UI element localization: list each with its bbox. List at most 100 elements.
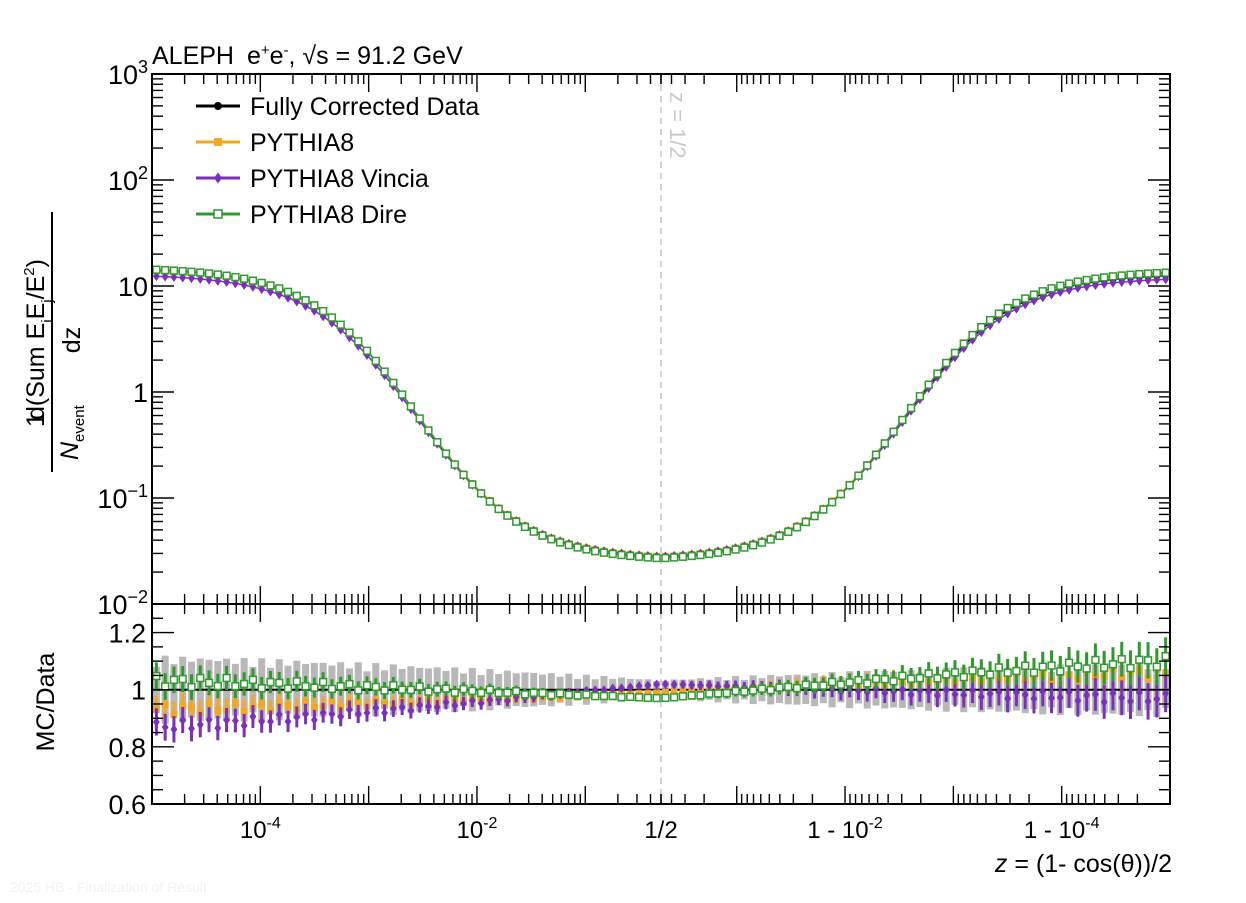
ratio-point bbox=[784, 682, 793, 692]
ratio-point bbox=[1029, 668, 1039, 677]
ratio-point bbox=[1082, 664, 1091, 673]
legend-label: PYTHIA8 Vincia bbox=[250, 165, 429, 193]
data-point bbox=[608, 549, 617, 559]
ratio-point bbox=[310, 704, 318, 711]
data-point bbox=[275, 289, 283, 300]
data-point bbox=[1092, 280, 1099, 290]
ratio-point bbox=[152, 717, 160, 727]
ratio-point bbox=[1030, 693, 1038, 704]
ratio-point bbox=[960, 690, 968, 700]
data-point bbox=[354, 337, 363, 346]
y-tick-label: 0.6 bbox=[108, 790, 146, 820]
data-point bbox=[626, 551, 635, 561]
data-point bbox=[214, 275, 222, 286]
ratio-point bbox=[1092, 689, 1099, 700]
ratio-point bbox=[696, 691, 705, 700]
ratio-point bbox=[169, 675, 179, 684]
data-point bbox=[424, 426, 433, 435]
ratio-point bbox=[267, 716, 274, 727]
ratio-point bbox=[1074, 695, 1082, 706]
ratio-point bbox=[328, 698, 336, 705]
legend-label: PYTHIA8 bbox=[250, 129, 354, 157]
data-point bbox=[1083, 281, 1091, 292]
ratio-point bbox=[240, 708, 248, 715]
ratio-point bbox=[1048, 693, 1055, 703]
data-point bbox=[179, 272, 187, 283]
data-point bbox=[239, 274, 249, 283]
data-point bbox=[1047, 284, 1056, 293]
ratio-point bbox=[1038, 662, 1047, 671]
data-point bbox=[187, 267, 196, 276]
data-point bbox=[1126, 270, 1135, 279]
ratio-point bbox=[381, 707, 388, 718]
ratio-point bbox=[1004, 693, 1012, 704]
ratio-point bbox=[599, 691, 609, 701]
data-point bbox=[985, 315, 995, 325]
x-tick-label: 10-4 bbox=[240, 815, 281, 844]
ratio-point bbox=[608, 691, 617, 701]
legend: Fully Corrected Data PYTHIA8 PYTHIA8 Vinci… bbox=[196, 93, 479, 229]
data-point bbox=[169, 266, 179, 275]
data-point bbox=[942, 358, 951, 368]
ratio-point bbox=[827, 677, 837, 687]
ratio-point bbox=[1092, 673, 1099, 681]
svg-text:1: 1 bbox=[22, 413, 50, 427]
data-point bbox=[687, 551, 696, 561]
data-point bbox=[1038, 287, 1047, 296]
ratio-point bbox=[1143, 656, 1153, 665]
ratio-point bbox=[205, 700, 213, 708]
ratio-point bbox=[679, 687, 687, 695]
ratio-point bbox=[661, 693, 670, 703]
ratio-point bbox=[196, 673, 205, 683]
ratio-point bbox=[1056, 667, 1065, 676]
data-point bbox=[178, 266, 187, 276]
data-point bbox=[468, 480, 477, 489]
ratio-point bbox=[925, 686, 933, 697]
ratio-point bbox=[372, 702, 380, 713]
data-point bbox=[994, 309, 1004, 318]
ratio-point bbox=[205, 714, 213, 725]
ratio-point bbox=[863, 679, 872, 688]
ratio-point bbox=[898, 684, 906, 695]
ratio-point bbox=[819, 681, 828, 690]
ratio-point bbox=[468, 695, 476, 706]
ratio-point bbox=[1108, 660, 1118, 669]
data-point bbox=[283, 287, 293, 297]
ratio-point bbox=[670, 679, 678, 690]
data-point bbox=[512, 517, 521, 526]
y-axis-label-bottom: MC/Data bbox=[32, 653, 60, 752]
data-point bbox=[397, 390, 407, 399]
ratio-point bbox=[442, 697, 450, 708]
series-pythia8-dire bbox=[152, 265, 1170, 563]
ratio-point bbox=[346, 704, 353, 715]
ratio-point bbox=[258, 700, 266, 708]
ratio-point bbox=[705, 689, 714, 698]
ratio-point bbox=[985, 670, 995, 679]
data-point bbox=[389, 378, 398, 388]
data-point bbox=[871, 450, 881, 459]
ratio-point bbox=[1100, 663, 1109, 672]
ratio-point bbox=[512, 687, 521, 696]
data-point bbox=[415, 414, 424, 423]
data-point bbox=[1162, 274, 1170, 285]
ratio-point bbox=[179, 715, 187, 725]
data-point bbox=[433, 438, 442, 447]
data-point bbox=[766, 535, 775, 544]
ratio-point bbox=[697, 680, 704, 691]
ratio-point bbox=[924, 669, 933, 678]
ratio-point bbox=[354, 698, 362, 706]
ratio-point bbox=[328, 709, 336, 719]
data-point bbox=[380, 367, 389, 376]
y-tick-label: 103 bbox=[108, 57, 148, 90]
ratio-point bbox=[1161, 651, 1170, 661]
x-tick-label: 1 - 10-4 bbox=[1024, 815, 1100, 844]
data-point bbox=[652, 553, 661, 563]
ratio-point bbox=[653, 689, 661, 697]
data-point bbox=[713, 548, 723, 557]
legend-marker bbox=[214, 138, 222, 146]
data-point bbox=[459, 470, 468, 479]
data-point bbox=[1108, 272, 1118, 281]
ratio-point bbox=[389, 681, 398, 690]
ratio-point bbox=[477, 698, 485, 709]
